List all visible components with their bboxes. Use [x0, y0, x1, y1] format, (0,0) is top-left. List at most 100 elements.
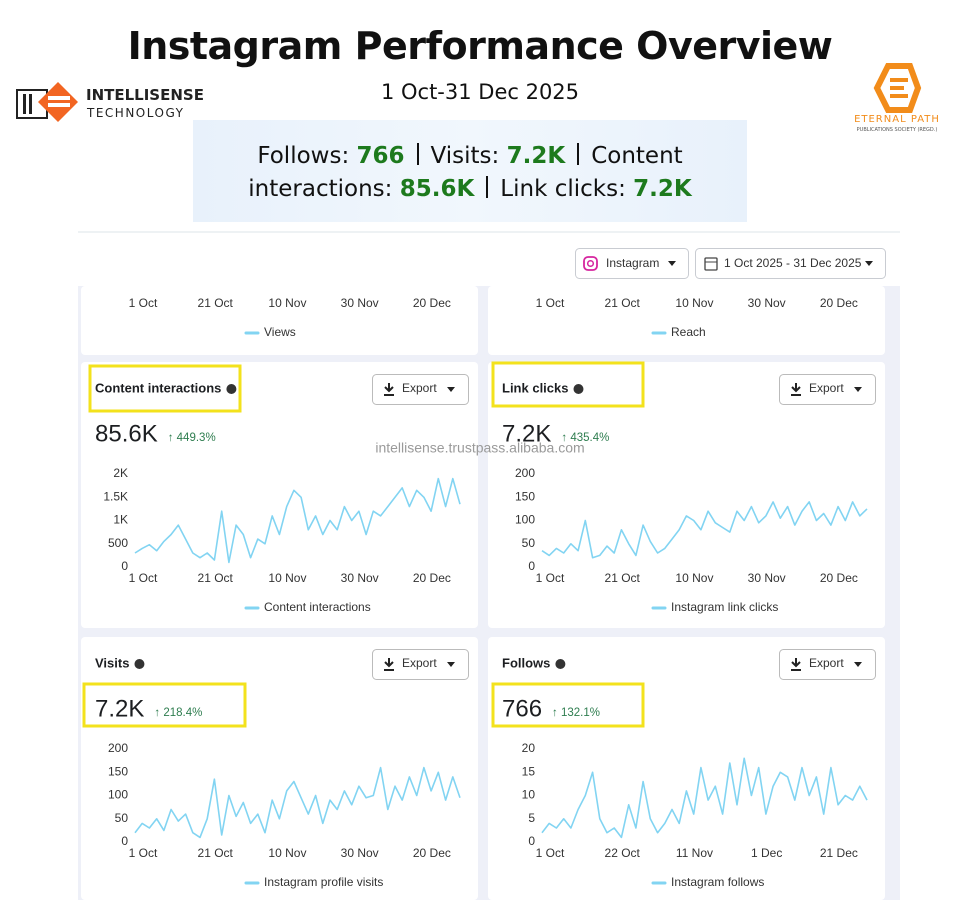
panel: [81, 637, 478, 900]
download-icon: [384, 383, 394, 396]
y-tick-label: 1K: [113, 513, 128, 527]
separator: [416, 143, 419, 165]
y-tick-label: 5: [528, 811, 535, 825]
y-tick-label: 0: [121, 834, 128, 848]
export-button[interactable]: Export: [372, 649, 469, 680]
y-tick-label: 15: [522, 764, 536, 778]
caret: [854, 387, 862, 392]
page-subtitle: 1 Oct-31 Dec 2025: [380, 80, 580, 104]
legend-label: Content interactions: [264, 600, 371, 614]
download-icon: [791, 658, 801, 671]
x-tick-label: 1 Dec: [751, 846, 782, 860]
caret: [447, 662, 455, 667]
export-box: [372, 649, 469, 680]
x-tick-label: 20 Dec: [413, 846, 451, 860]
y-tick-label: 50: [522, 536, 536, 550]
logo-left-tagline: TECHNOLOGY: [86, 106, 184, 120]
legend-label: Instagram link clicks: [671, 600, 778, 614]
export-button[interactable]: Export: [372, 374, 469, 405]
summary-label: Link clicks:: [500, 176, 626, 202]
panel: [488, 362, 885, 628]
x-tick-label: 21 Oct: [198, 296, 234, 310]
y-tick-label: 200: [515, 466, 535, 480]
x-tick-label: 10 Nov: [675, 296, 713, 310]
total-value: 7.2K: [502, 420, 551, 447]
x-tick-label: 21 Dec: [820, 846, 858, 860]
info-icon: [226, 384, 237, 394]
highlights: [82, 361, 645, 728]
summary-label: Follows:: [257, 143, 350, 169]
x-tick-label: 21 Oct: [198, 846, 234, 860]
y-tick-label: 100: [108, 788, 128, 802]
caret: [854, 662, 862, 667]
panel: [488, 637, 885, 900]
data-line: [541, 501, 868, 559]
x-tick-label: 1 Oct: [536, 571, 565, 585]
x-tick-label: 30 Nov: [748, 571, 786, 585]
total-value: 7.2K: [95, 695, 144, 722]
panel-title: Link clicks: [502, 380, 568, 395]
y-tick-label: 0: [121, 559, 128, 573]
y-tick-label: 150: [108, 764, 128, 778]
panel: [81, 286, 478, 355]
export-button[interactable]: Export: [779, 649, 876, 680]
date-range-label: 1 Oct 2025 - 31 Dec 2025: [724, 256, 862, 270]
summary-item: Visits: 7.2K: [431, 143, 566, 169]
export-label: Export: [402, 381, 437, 395]
panel: [81, 362, 478, 628]
summary-item: Content interactions: 85.6K: [248, 143, 682, 202]
x-tick-label: 10 Nov: [675, 571, 713, 585]
export-box: [779, 374, 876, 405]
legend-label: Instagram profile visits: [264, 875, 383, 889]
x-tick-label: 10 Nov: [268, 296, 306, 310]
x-tick-label: 1 Oct: [129, 571, 158, 585]
info-icon: [134, 659, 145, 669]
separator: [486, 176, 489, 198]
summary-value: 85.6K: [399, 176, 475, 202]
download-icon: [791, 383, 801, 396]
y-tick-label: 10: [522, 788, 536, 802]
summary-label: Visits:: [430, 143, 500, 169]
x-tick-label: 1 Oct: [536, 296, 565, 310]
highlight-box: [82, 682, 247, 728]
change-value: ↑ 218.4%: [154, 707, 202, 719]
export-box: [372, 374, 469, 405]
data-line: [134, 766, 461, 839]
summary-item: Link clicks: 7.2K: [500, 176, 691, 202]
highlight-box: [491, 361, 645, 408]
x-tick-label: 20 Dec: [413, 296, 451, 310]
x-tick-label: 10 Nov: [268, 571, 306, 585]
date-select[interactable]: 1 Oct 2025 - 31 Dec 2025: [695, 248, 886, 279]
export-label: Export: [402, 656, 437, 670]
total-value: 85.6K: [95, 420, 158, 447]
export-box: [779, 649, 876, 680]
legend-label: Reach: [671, 325, 706, 339]
x-tick-label: 30 Nov: [341, 846, 379, 860]
summary-item: Follows: 766: [257, 143, 404, 169]
change-value: ↑ 435.4%: [561, 432, 609, 444]
total-value: 766: [502, 695, 542, 722]
platform-select[interactable]: Instagram: [575, 248, 689, 279]
x-tick-label: 20 Dec: [820, 296, 858, 310]
info-icon: [555, 659, 566, 669]
data-line: [134, 477, 461, 564]
y-tick-label: 2K: [113, 466, 128, 480]
change-value: ↑ 132.1%: [552, 707, 600, 719]
summary-value: 7.2K: [633, 176, 692, 202]
x-tick-label: 10 Nov: [268, 846, 306, 860]
y-tick-label: 20: [522, 741, 536, 755]
data-line: [541, 757, 868, 839]
x-tick-label: 1 Oct: [129, 846, 158, 860]
x-tick-label: 11 Nov: [676, 846, 713, 860]
x-tick-label: 22 Oct: [605, 846, 641, 860]
panel-title: Follows: [502, 655, 550, 670]
highlight-box: [491, 682, 645, 728]
y-tick-label: 0: [528, 834, 535, 848]
export-button[interactable]: Export: [779, 374, 876, 405]
export-label: Export: [809, 381, 844, 395]
watermark: intellisense.trustpass.alibaba.com: [375, 440, 584, 456]
y-tick-label: 1.5K: [103, 489, 128, 503]
logo-right-name: ETERNAL PATH: [854, 114, 940, 125]
